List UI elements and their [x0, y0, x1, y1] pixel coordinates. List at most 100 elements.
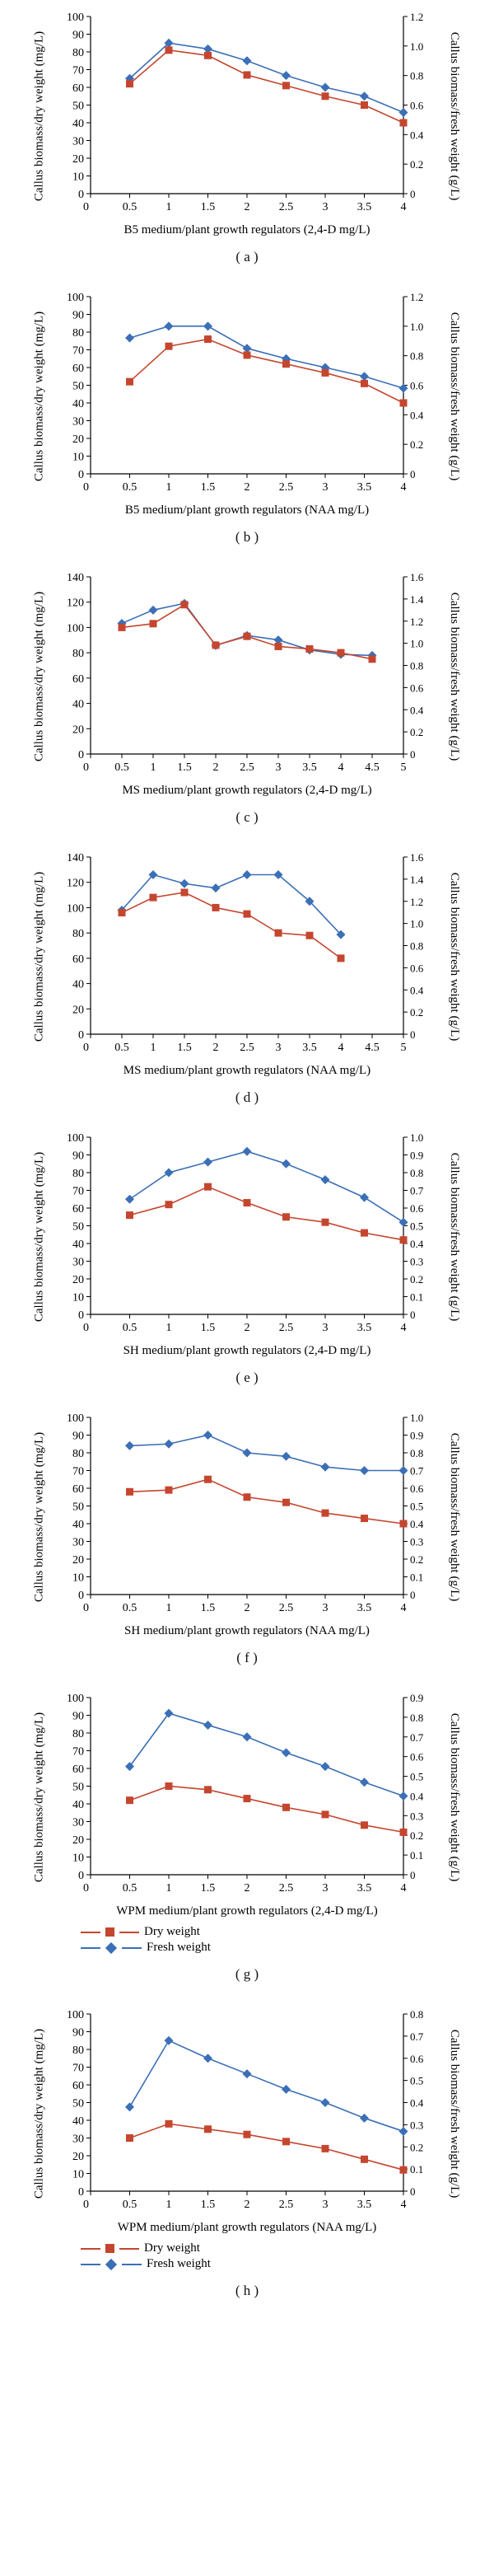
svg-text:30: 30 — [72, 1817, 84, 1829]
svg-text:1.5: 1.5 — [201, 1322, 216, 1334]
panel-letter: ( a ) — [7, 249, 487, 265]
svg-text:3: 3 — [323, 201, 329, 213]
svg-text:50: 50 — [72, 1782, 84, 1794]
legend-item-dry: Dry weight — [81, 1925, 487, 1939]
svg-text:0: 0 — [83, 1042, 89, 1054]
svg-text:1: 1 — [151, 1042, 156, 1054]
svg-text:3.5: 3.5 — [357, 1322, 372, 1334]
legend: Dry weightFresh weight — [81, 1925, 487, 1955]
svg-text:2: 2 — [245, 201, 250, 213]
svg-text:2: 2 — [245, 481, 250, 494]
legend-label: Fresh weight — [147, 2257, 211, 2271]
svg-text:2: 2 — [245, 1322, 250, 1334]
svg-text:0.1: 0.1 — [410, 2163, 423, 2176]
y-axis-right-label: Callus biomass/fresh weight (g/L) — [448, 592, 462, 761]
panel-letter: ( b ) — [7, 529, 487, 546]
svg-text:0: 0 — [83, 761, 89, 774]
svg-text:50: 50 — [72, 2098, 84, 2110]
svg-text:0: 0 — [410, 1309, 416, 1321]
svg-text:1.5: 1.5 — [201, 1882, 216, 1895]
svg-text:3: 3 — [323, 481, 329, 494]
svg-text:30: 30 — [72, 1537, 84, 1549]
y-axis-right-label: Callus biomass/fresh weight (g/L) — [448, 872, 462, 1041]
svg-text:0: 0 — [83, 201, 89, 213]
legend-label: Dry weight — [144, 2241, 200, 2255]
svg-text:80: 80 — [72, 2044, 84, 2057]
svg-text:80: 80 — [72, 327, 84, 340]
svg-text:2.5: 2.5 — [279, 1882, 294, 1895]
svg-text:0.8: 0.8 — [410, 2008, 423, 2021]
chart-panel-a: Callus biomass/dry weight (mg/L)Callus b… — [7, 8, 487, 265]
svg-text:2.5: 2.5 — [279, 1602, 294, 1614]
svg-text:0.5: 0.5 — [114, 761, 129, 774]
y-axis-left-label: Callus biomass/dry weight (mg/L) — [33, 1712, 47, 1881]
chart-frame: Callus biomass/dry weight (mg/L)Callus b… — [43, 288, 451, 503]
svg-text:2.5: 2.5 — [279, 481, 294, 494]
svg-text:60: 60 — [72, 953, 84, 966]
svg-text:10: 10 — [72, 2169, 84, 2181]
svg-text:0.5: 0.5 — [410, 1771, 423, 1783]
chart-panel-d: Callus biomass/dry weight (mg/L)Callus b… — [7, 849, 487, 1106]
svg-text:1.5: 1.5 — [201, 201, 216, 213]
svg-text:3.5: 3.5 — [357, 481, 372, 494]
svg-text:0: 0 — [83, 1882, 89, 1895]
svg-text:4: 4 — [401, 1322, 407, 1334]
svg-text:80: 80 — [72, 1448, 84, 1460]
svg-text:30: 30 — [72, 1257, 84, 1269]
chart-frame: Callus biomass/dry weight (mg/L)Callus b… — [43, 1689, 451, 1904]
svg-text:1: 1 — [166, 1882, 172, 1895]
svg-text:1.0: 1.0 — [410, 1412, 423, 1424]
y-axis-left-label: Callus biomass/dry weight (mg/L) — [33, 2028, 47, 2198]
svg-text:20: 20 — [72, 724, 84, 736]
svg-text:10: 10 — [72, 452, 84, 464]
svg-text:0: 0 — [78, 1590, 84, 1602]
line-chart: 0.511.522.533.54001020304050607080901000… — [43, 1409, 451, 1624]
svg-text:100: 100 — [67, 1693, 84, 1705]
svg-text:0: 0 — [83, 481, 89, 494]
svg-text:0.2: 0.2 — [410, 1553, 423, 1566]
y-axis-left-label: Callus biomass/dry weight (mg/L) — [33, 1151, 47, 1321]
svg-text:40: 40 — [72, 699, 84, 711]
x-axis-label: MS medium/plant growth regulators (NAA m… — [43, 1064, 451, 1078]
svg-text:0.3: 0.3 — [410, 1810, 423, 1822]
x-axis-label: MS medium/plant growth regulators (2,4-D… — [43, 784, 451, 798]
svg-text:2: 2 — [213, 1042, 219, 1054]
svg-text:3.5: 3.5 — [302, 761, 317, 774]
y-axis-left-label: Callus biomass/dry weight (mg/L) — [33, 1431, 47, 1601]
svg-text:1: 1 — [151, 761, 156, 774]
svg-text:70: 70 — [72, 1746, 84, 1759]
svg-text:90: 90 — [72, 1711, 84, 1723]
panel-letter: ( h ) — [7, 2283, 487, 2299]
svg-text:0.8: 0.8 — [410, 1167, 423, 1179]
svg-text:40: 40 — [72, 118, 84, 130]
svg-text:5: 5 — [401, 761, 407, 774]
svg-text:1.2: 1.2 — [410, 291, 423, 303]
svg-text:4.5: 4.5 — [365, 1042, 380, 1054]
svg-text:1.0: 1.0 — [410, 1131, 423, 1144]
svg-text:100: 100 — [67, 12, 84, 24]
chart-frame: Callus biomass/dry weight (mg/L)Callus b… — [43, 8, 451, 223]
svg-text:0: 0 — [78, 1870, 84, 1882]
svg-text:70: 70 — [72, 2063, 84, 2075]
svg-text:0.5: 0.5 — [123, 1322, 137, 1334]
svg-text:3.5: 3.5 — [357, 1602, 372, 1614]
svg-text:50: 50 — [72, 1221, 84, 1234]
svg-text:4: 4 — [338, 1042, 344, 1054]
svg-text:20: 20 — [72, 1554, 84, 1567]
svg-text:40: 40 — [72, 1519, 84, 1531]
svg-text:0.4: 0.4 — [410, 704, 424, 716]
svg-text:0.4: 0.4 — [410, 1238, 424, 1250]
svg-text:40: 40 — [72, 979, 84, 991]
svg-text:0.6: 0.6 — [410, 1202, 424, 1215]
svg-text:3.5: 3.5 — [357, 1882, 372, 1895]
svg-text:1.5: 1.5 — [177, 761, 192, 774]
svg-text:10: 10 — [72, 1292, 84, 1304]
svg-text:100: 100 — [67, 2009, 84, 2021]
svg-text:70: 70 — [72, 345, 84, 358]
svg-text:140: 140 — [67, 572, 84, 584]
svg-text:3.5: 3.5 — [302, 1042, 317, 1054]
svg-text:0.9: 0.9 — [410, 1692, 423, 1704]
svg-text:10: 10 — [72, 1852, 84, 1865]
svg-text:70: 70 — [72, 1466, 84, 1478]
svg-text:100: 100 — [67, 1412, 84, 1425]
